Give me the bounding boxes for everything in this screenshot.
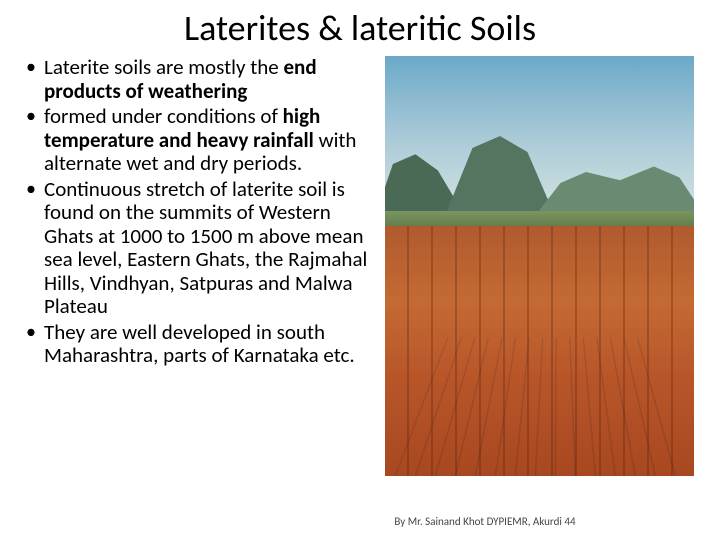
bullet-text: Continuous stretch of laterite soil is f… <box>44 176 367 320</box>
laterite-soil-image <box>385 56 694 476</box>
bullet-item: formed under conditions of high temperat… <box>26 105 377 176</box>
bullet-item: Laterite soils are mostly the end produc… <box>26 56 377 103</box>
slide-title: Laterites & lateritic Soils <box>0 0 720 56</box>
bullet-text: They are well developed in south Maharas… <box>44 319 355 369</box>
bullet-item: They are well developed in south Maharas… <box>26 321 377 368</box>
bullet-text: Laterite soils are mostly the <box>44 54 283 80</box>
text-column: Laterite soils are mostly the end produc… <box>26 56 385 476</box>
content-row: Laterite soils are mostly the end produc… <box>0 56 720 476</box>
bullet-text: formed under conditions of <box>44 103 283 129</box>
bullet-item: Continuous stretch of laterite soil is f… <box>26 178 377 319</box>
bullet-list: Laterite soils are mostly the end produc… <box>26 56 377 368</box>
soil-field <box>385 226 694 476</box>
attribution-text: By Mr. Sainand Khot DYPIEMR, Akurdi 44 <box>0 515 720 528</box>
